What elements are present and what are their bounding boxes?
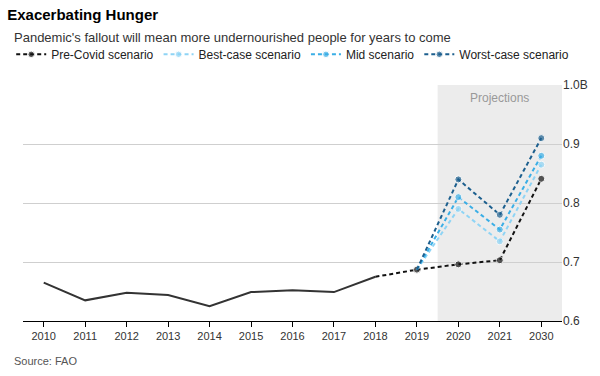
svg-text:2016: 2016 — [280, 330, 304, 342]
svg-text:Best-case scenario: Best-case scenario — [199, 48, 301, 62]
svg-text:2021: 2021 — [488, 330, 512, 342]
svg-text:2014: 2014 — [197, 330, 221, 342]
svg-text:0.6: 0.6 — [563, 314, 580, 328]
svg-text:2011: 2011 — [73, 330, 97, 342]
svg-text:Pre-Covid scenario: Pre-Covid scenario — [51, 48, 153, 62]
svg-text:2017: 2017 — [322, 330, 346, 342]
svg-text:Worst-case scenario: Worst-case scenario — [459, 48, 568, 62]
svg-text:1.0B: 1.0B — [563, 78, 588, 92]
svg-text:Mid scenario: Mid scenario — [346, 48, 414, 62]
svg-text:0.9: 0.9 — [563, 137, 580, 151]
svg-text:2010: 2010 — [31, 330, 55, 342]
svg-text:2013: 2013 — [156, 330, 180, 342]
svg-text:2018: 2018 — [363, 330, 387, 342]
svg-text:Projections: Projections — [470, 91, 529, 105]
svg-text:Exacerbating Hunger: Exacerbating Hunger — [7, 6, 158, 23]
svg-text:2030: 2030 — [529, 330, 553, 342]
svg-text:Pandemic's fallout will mean m: Pandemic's fallout will mean more undern… — [14, 30, 451, 45]
svg-text:2020: 2020 — [446, 330, 470, 342]
svg-text:2012: 2012 — [114, 330, 138, 342]
svg-text:Source: FAO: Source: FAO — [14, 355, 77, 367]
svg-text:0.8: 0.8 — [563, 196, 580, 210]
svg-text:2015: 2015 — [239, 330, 263, 342]
svg-text:2019: 2019 — [405, 330, 429, 342]
svg-text:0.7: 0.7 — [563, 255, 580, 269]
